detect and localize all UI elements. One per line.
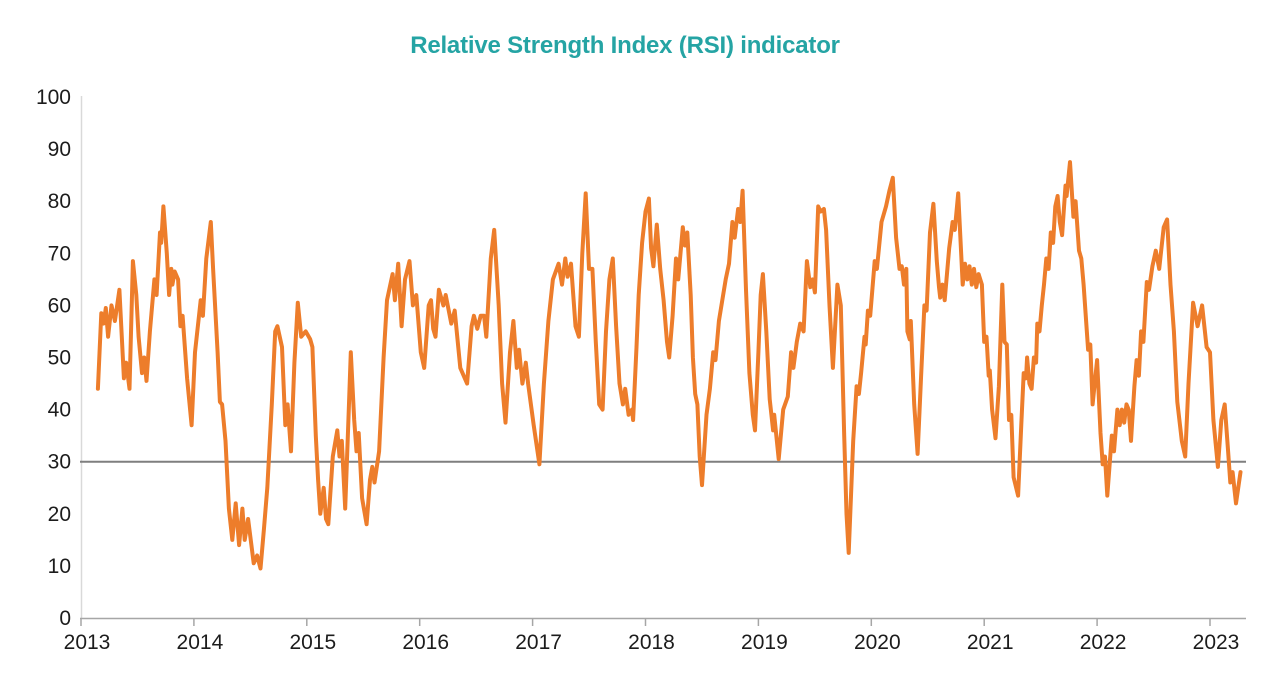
y-tick-label: 20 (48, 503, 71, 526)
x-tick-label: 2023 (1193, 631, 1240, 654)
chart-title: Relative Strength Index (RSI) indicator (410, 32, 840, 59)
x-tick-label: 2018 (628, 631, 675, 654)
y-tick-label: 40 (48, 399, 71, 422)
x-tick-label: 2014 (177, 631, 224, 654)
rsi-line (95, 160, 1243, 571)
x-tick-label: 2020 (854, 631, 901, 654)
x-tick-label: 2022 (1080, 631, 1127, 654)
y-tick-label: 50 (48, 347, 71, 370)
y-tick-label: 100 (36, 86, 71, 109)
x-tick-label: 2021 (967, 631, 1014, 654)
x-tick-label: 2016 (402, 631, 449, 654)
x-tick-label: 2017 (515, 631, 562, 654)
y-tick-label: 80 (48, 190, 71, 213)
x-tick-label: 2019 (741, 631, 788, 654)
y-tick-label: 0 (59, 607, 71, 630)
y-tick-label: 60 (48, 294, 71, 317)
y-tick-label: 30 (48, 451, 71, 474)
y-tick-label: 10 (48, 555, 71, 578)
x-tick-label: 2013 (64, 631, 111, 654)
x-tick-label: 2015 (289, 631, 336, 654)
y-tick-label: 90 (48, 138, 71, 161)
y-tick-label: 70 (48, 242, 71, 265)
